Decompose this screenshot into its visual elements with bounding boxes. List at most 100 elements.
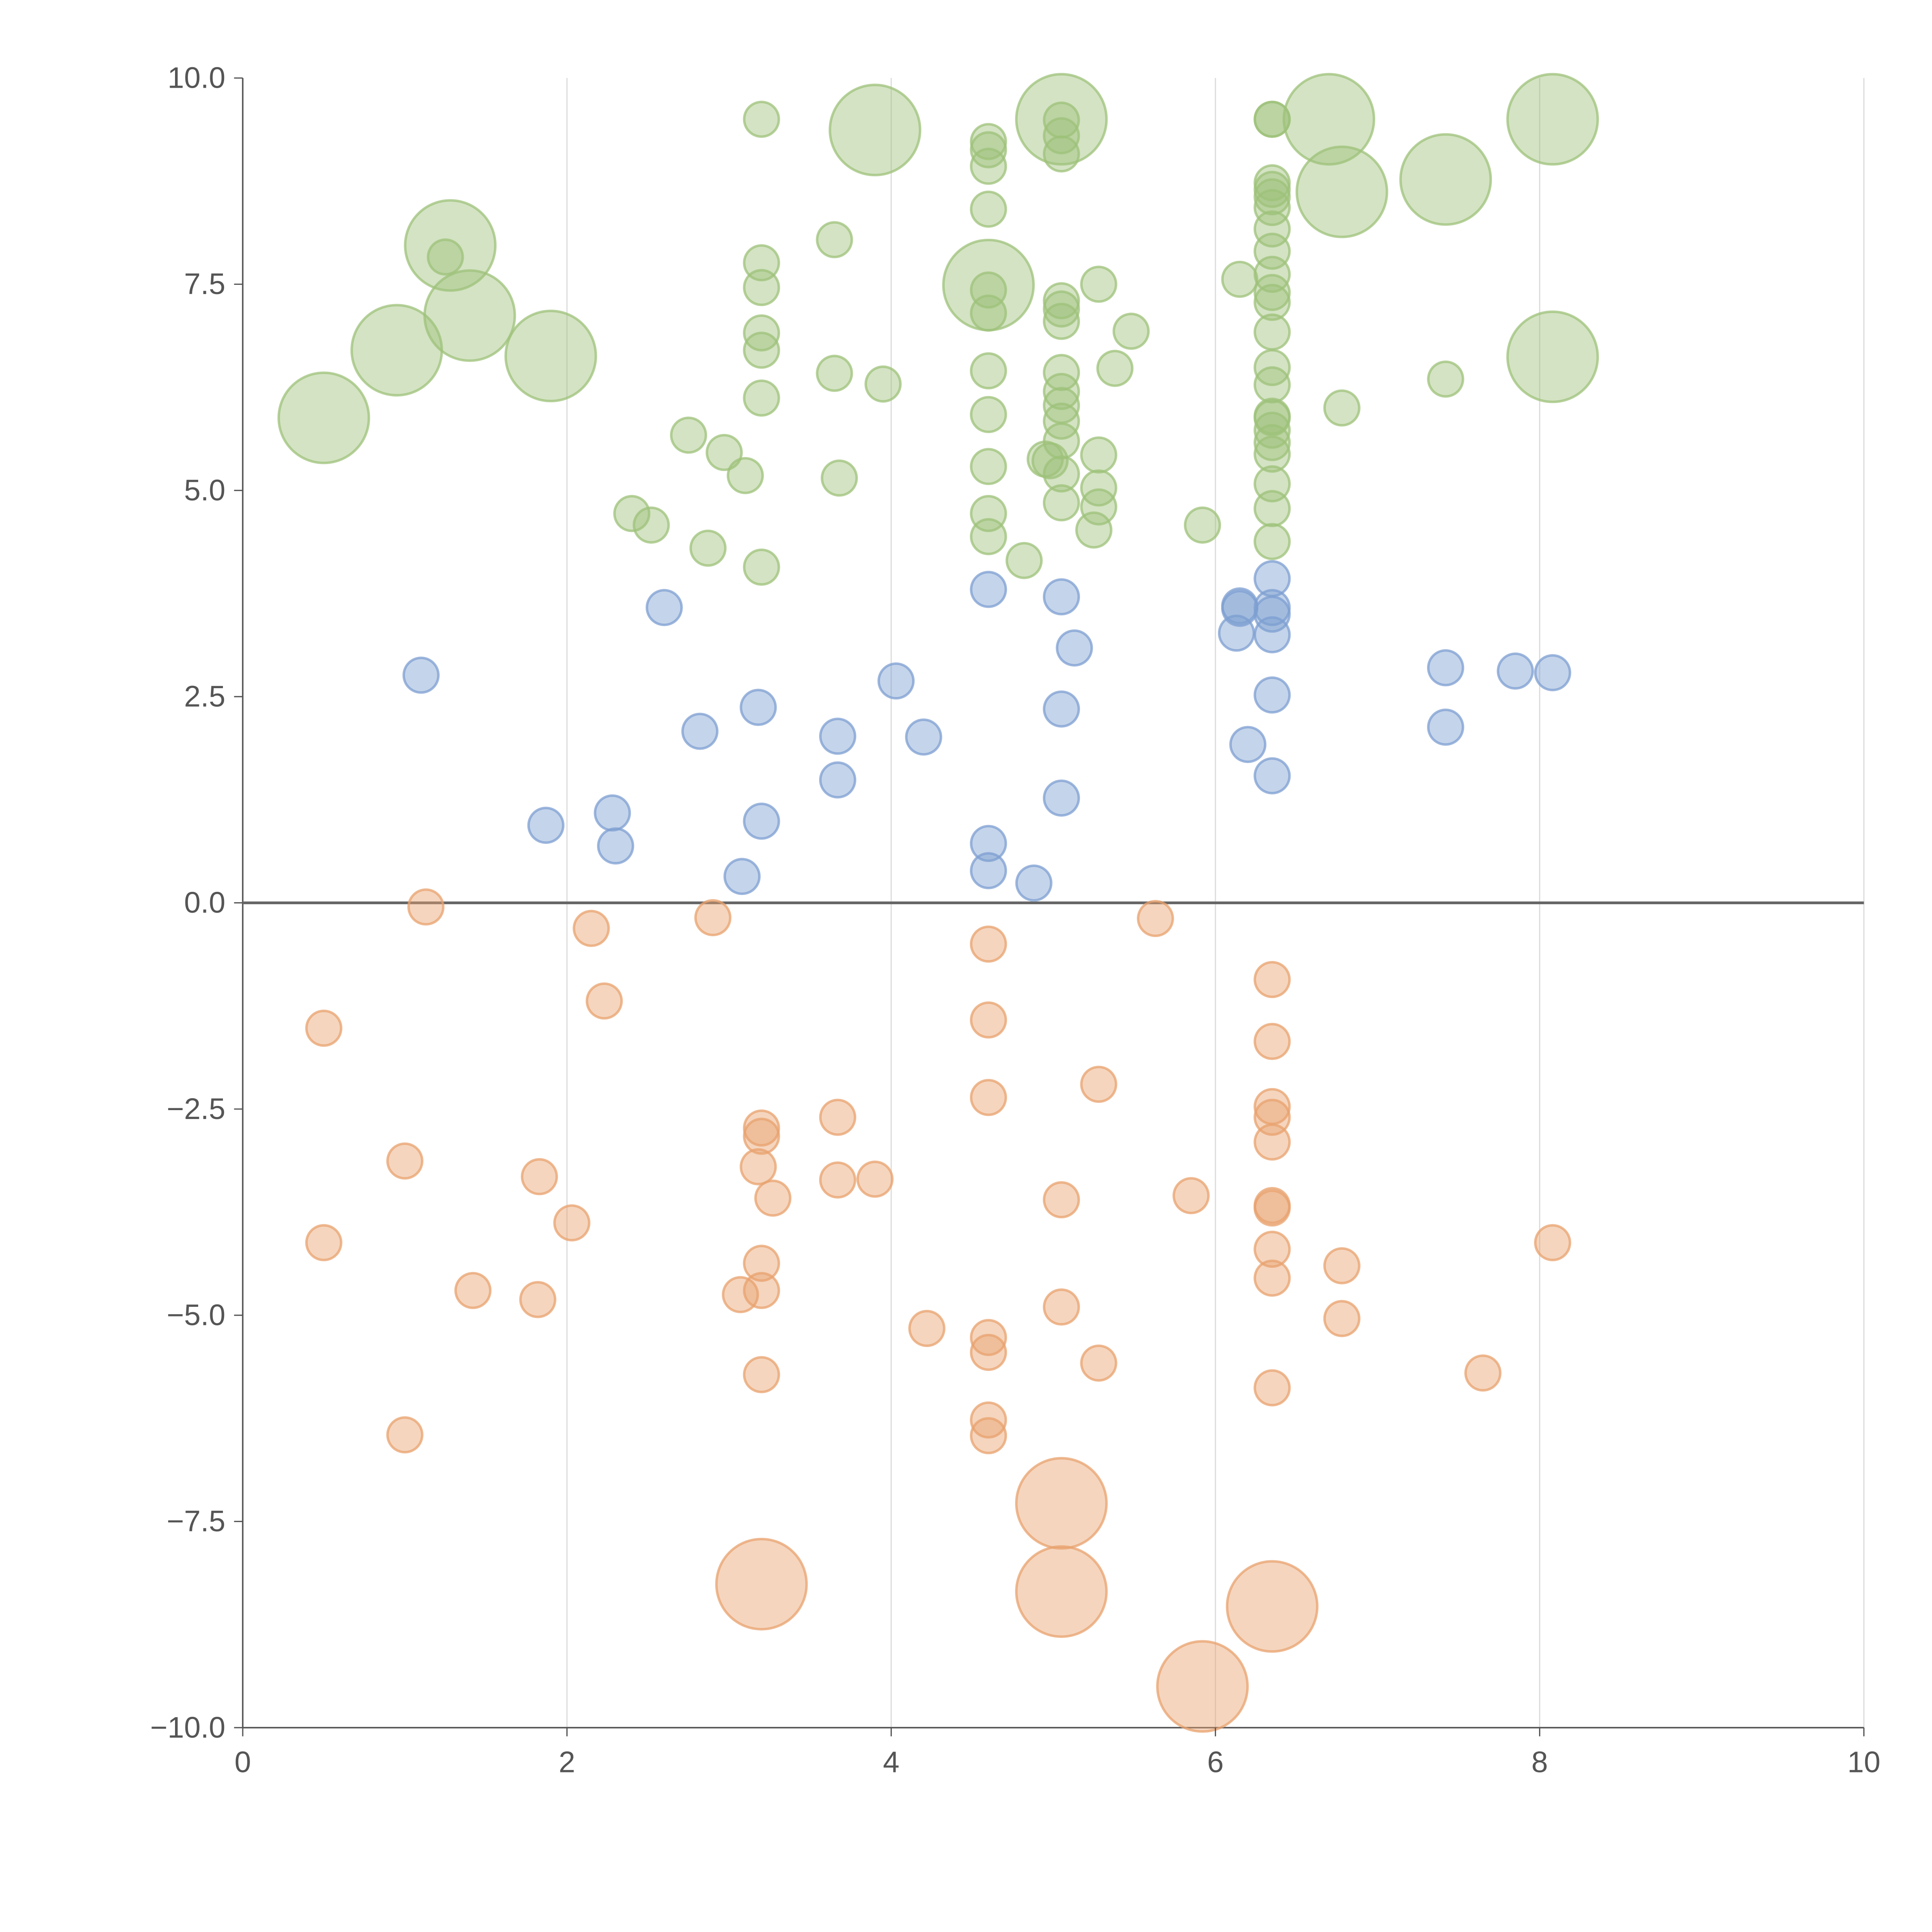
- data-point-orange: [743, 1272, 780, 1309]
- data-point-blue: [1015, 864, 1053, 902]
- y-tick-label: 2.5: [184, 680, 225, 713]
- data-point-green: [1043, 484, 1080, 522]
- data-point-blue: [527, 806, 565, 844]
- data-point-green: [1253, 164, 1291, 202]
- data-point-green: [1043, 117, 1080, 155]
- data-point-orange: [970, 1001, 1007, 1039]
- data-point-green: [1253, 313, 1291, 351]
- data-point-blue: [1043, 578, 1080, 616]
- data-point-orange: [743, 1245, 780, 1282]
- data-point-green: [1043, 290, 1080, 328]
- data-point-green: [423, 269, 516, 362]
- data-point-green: [1080, 488, 1117, 526]
- data-point-orange: [386, 1416, 423, 1454]
- data-point-orange: [715, 1537, 808, 1631]
- data-point-blue: [594, 794, 631, 832]
- data-point-orange: [1015, 1457, 1108, 1550]
- data-point-green: [970, 190, 1007, 228]
- data-point-orange: [1253, 1259, 1291, 1297]
- data-point-orange: [1323, 1247, 1361, 1284]
- data-point-orange: [856, 1160, 894, 1198]
- data-point-blue: [1043, 690, 1080, 728]
- data-point-blue: [877, 662, 915, 700]
- data-point-green: [1043, 372, 1080, 410]
- data-point-orange: [573, 910, 610, 947]
- data-point-orange: [970, 1319, 1007, 1356]
- data-point-green: [1096, 350, 1134, 387]
- data-point-green: [1184, 506, 1221, 544]
- data-point-orange: [305, 1009, 343, 1047]
- data-point-blue: [1534, 654, 1571, 692]
- data-point-orange: [407, 888, 445, 926]
- data-point-green: [743, 314, 780, 352]
- data-point-orange: [1464, 1354, 1502, 1392]
- data-point-green: [1253, 284, 1291, 321]
- data-point-green: [864, 365, 902, 403]
- data-point-orange: [754, 1179, 792, 1217]
- data-point-orange: [743, 1117, 780, 1155]
- data-point-green: [1295, 145, 1388, 238]
- data-point-orange: [1080, 1066, 1117, 1103]
- x-tick-label: 8: [1531, 1746, 1548, 1779]
- data-point-green: [504, 310, 597, 403]
- data-point-green: [1506, 73, 1599, 166]
- data-point-blue: [723, 858, 761, 895]
- x-tick-label: 4: [883, 1746, 900, 1779]
- data-point-blue: [1253, 595, 1291, 633]
- data-point-green: [970, 271, 1007, 309]
- data-point-blue: [905, 718, 942, 756]
- data-point-blue: [819, 718, 857, 755]
- data-point-green: [633, 506, 670, 544]
- data-point-orange: [1226, 1560, 1319, 1653]
- data-point-orange: [1253, 1023, 1291, 1060]
- data-point-orange: [1156, 1640, 1249, 1733]
- data-point-blue: [681, 713, 719, 750]
- data-point-green: [942, 238, 1035, 332]
- data-point-blue: [970, 571, 1007, 608]
- data-point-green: [1253, 412, 1291, 449]
- data-point-orange: [740, 1148, 777, 1185]
- data-point-green: [743, 100, 780, 138]
- data-point-green: [1043, 402, 1080, 440]
- data-points: [277, 73, 1599, 1733]
- data-point-green: [1253, 233, 1291, 270]
- data-point-green: [1253, 349, 1291, 386]
- data-point-blue: [1253, 616, 1291, 653]
- data-point-green: [816, 221, 853, 259]
- data-point-orange: [970, 1401, 1007, 1439]
- data-point-green: [816, 355, 853, 392]
- y-tick-label: 7.5: [184, 267, 225, 301]
- data-point-green: [1253, 100, 1291, 138]
- data-point-green: [1253, 465, 1291, 503]
- data-point-green: [1080, 265, 1117, 303]
- data-point-orange: [1253, 1123, 1291, 1161]
- data-point-green: [743, 244, 780, 282]
- y-tick-label: −10.0: [150, 1711, 226, 1744]
- data-point-orange: [1080, 1344, 1117, 1382]
- data-point-orange: [519, 1281, 556, 1318]
- x-tick-label: 6: [1207, 1746, 1224, 1779]
- data-point-orange: [970, 1417, 1007, 1454]
- tick-labels: 0 2 4 6 8 10 −10.0 −7.5 −5.0 −2.5 0.0 2.5 5.0 7.5 10.0: [150, 61, 1881, 1779]
- data-point-green: [1043, 282, 1080, 320]
- data-point-green: [1043, 354, 1080, 391]
- y-tick-label: 10.0: [168, 61, 226, 95]
- data-point-orange: [553, 1204, 590, 1242]
- data-point-orange: [970, 1333, 1007, 1371]
- data-point-green: [1080, 469, 1117, 507]
- data-point-green: [1043, 101, 1080, 139]
- data-point-green: [1080, 436, 1117, 474]
- data-point-green: [1221, 260, 1259, 298]
- data-point-green: [1282, 73, 1376, 166]
- data-point-orange: [305, 1224, 343, 1262]
- data-point-blue: [1229, 726, 1267, 763]
- data-point-orange: [585, 982, 623, 1020]
- data-point-orange: [970, 925, 1007, 963]
- data-point-green: [1043, 455, 1080, 493]
- data-point-green: [1015, 73, 1108, 166]
- y-tick-label: 5.0: [184, 474, 225, 507]
- data-point-orange: [819, 1161, 857, 1199]
- data-point-green: [277, 371, 370, 464]
- data-point-orange: [694, 899, 731, 937]
